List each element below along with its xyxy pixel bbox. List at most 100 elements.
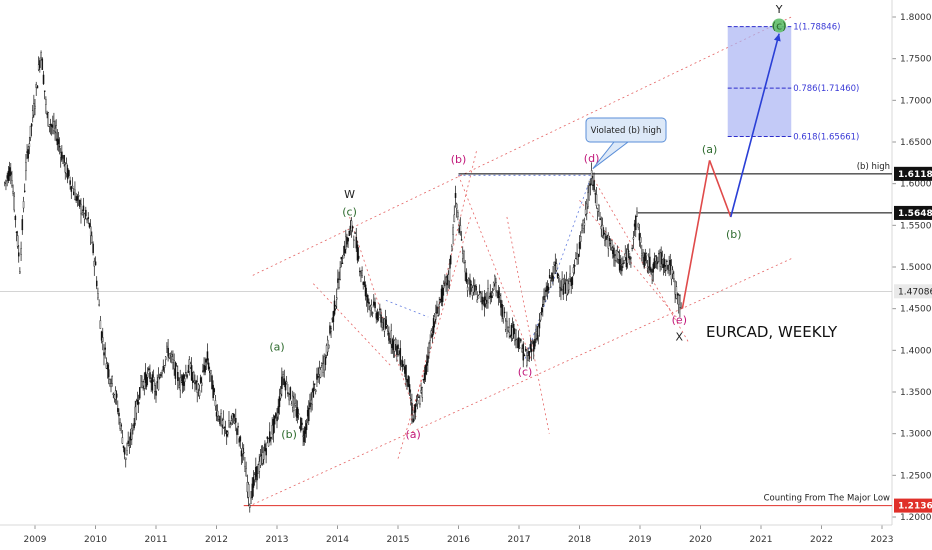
candle-body	[172, 359, 174, 363]
candle-body	[135, 400, 138, 414]
wave-label: X	[676, 330, 684, 343]
candle-body	[65, 163, 68, 174]
candle-body	[395, 338, 397, 345]
candle-body	[655, 262, 658, 265]
candle-body	[275, 413, 277, 417]
candle-body	[649, 256, 651, 271]
x-tick-label: 2014	[326, 535, 349, 545]
candle-body	[61, 151, 63, 161]
candle-body	[87, 217, 90, 219]
candle-body	[577, 253, 580, 258]
candle-body	[350, 220, 353, 232]
candle-body	[354, 232, 356, 234]
candle-body	[69, 180, 71, 185]
candle-body	[654, 256, 657, 262]
candle-body	[429, 340, 431, 349]
candle-body	[470, 284, 473, 286]
candle-body	[459, 225, 462, 232]
candle-body	[222, 419, 225, 428]
candle-body	[211, 375, 213, 390]
candle-body	[245, 467, 247, 477]
candle-body	[74, 189, 76, 201]
candle-body	[40, 52, 42, 58]
candle-body	[21, 219, 24, 231]
candle-body	[588, 185, 590, 201]
candle-body	[680, 307, 682, 309]
candle-body	[575, 257, 577, 260]
candle-body	[581, 225, 583, 231]
candle-body	[319, 369, 322, 378]
candle-body	[125, 457, 127, 460]
candle-body	[431, 334, 434, 337]
candle-body	[270, 436, 272, 439]
candle-body	[220, 413, 222, 426]
price-badge-label: 1.47086	[898, 287, 932, 297]
candle-body	[490, 295, 493, 298]
candle-body	[35, 83, 38, 88]
candle-body	[76, 196, 79, 201]
wave-label: W	[344, 188, 355, 201]
candle-body	[109, 379, 111, 384]
candle-body	[45, 99, 47, 105]
candle-body	[508, 327, 510, 333]
wave-label: (a)	[702, 143, 717, 156]
candle-body	[168, 353, 171, 359]
candle-body	[97, 293, 99, 299]
candle-body	[373, 301, 375, 306]
price-badge	[894, 498, 932, 513]
candle-body	[237, 426, 239, 428]
candle-body	[399, 348, 402, 365]
candle-body	[41, 58, 44, 70]
candle-body	[111, 376, 113, 384]
candle-body	[259, 456, 262, 466]
candle-body	[162, 366, 165, 371]
candle-body	[232, 413, 235, 418]
candle-body	[578, 242, 581, 249]
projection-segment	[681, 160, 711, 309]
candle-body	[122, 445, 125, 448]
candle-body	[471, 287, 474, 296]
candle-body	[190, 365, 193, 381]
price-badge-label: 1.56489	[898, 209, 932, 219]
candle-body	[194, 382, 196, 385]
candle-body	[443, 283, 445, 289]
candle-body	[666, 260, 668, 262]
x-tick-label: 2011	[145, 535, 168, 545]
candle-body	[517, 337, 520, 349]
x-tick-label: 2020	[689, 535, 712, 545]
candle-body	[377, 316, 380, 319]
candle-body	[572, 267, 575, 274]
candle-body	[623, 260, 625, 264]
price-series	[4, 50, 682, 513]
candle-body	[582, 219, 584, 229]
candle-body	[213, 388, 216, 393]
candle-body	[487, 288, 489, 304]
candle-body	[587, 192, 589, 208]
candle-body	[83, 213, 86, 220]
candle-body	[537, 326, 540, 336]
candle-body	[496, 291, 499, 293]
candle-body	[555, 263, 558, 271]
candle-body	[416, 400, 419, 405]
candle-body	[673, 278, 675, 280]
candle-body	[458, 228, 460, 233]
candle-body	[105, 363, 108, 369]
candle-body	[540, 308, 543, 313]
candle-body	[177, 372, 179, 381]
candle-body	[216, 410, 219, 417]
candle-body	[646, 266, 649, 269]
candle-body	[129, 432, 132, 441]
candle-body	[436, 306, 438, 314]
candle-body	[301, 422, 303, 425]
candle-body	[284, 382, 287, 391]
candle-body	[297, 413, 300, 415]
candle-body	[276, 416, 278, 422]
candle-body	[145, 374, 148, 387]
candle-body	[678, 295, 680, 305]
candle-body	[149, 372, 151, 379]
candle-body	[241, 447, 244, 455]
candle-body	[650, 268, 652, 273]
candle-body	[272, 419, 275, 434]
candle-body	[273, 415, 276, 425]
